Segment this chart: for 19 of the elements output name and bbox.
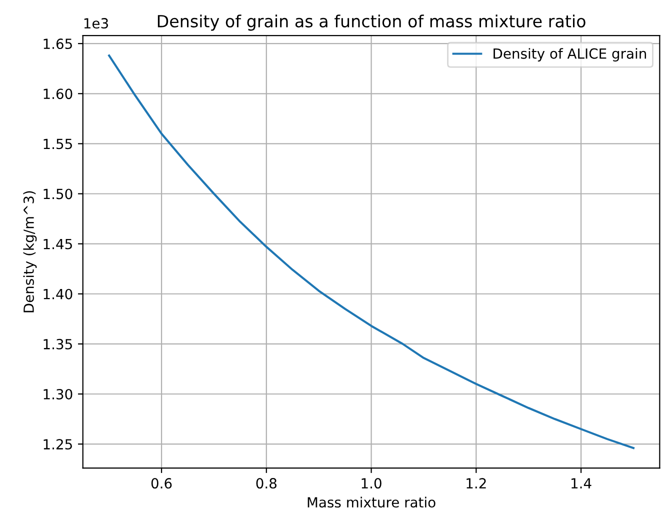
y-tick-label: 1.30 bbox=[44, 388, 72, 400]
y-tick-label: 1.50 bbox=[44, 188, 72, 200]
legend-label: Density of ALICE grain bbox=[494, 48, 646, 62]
chart-title: Density of grain as a function of mass mixture ratio bbox=[158, 14, 586, 31]
y-tick-label: 1.25 bbox=[44, 439, 72, 450]
y-tick-label: 1.40 bbox=[44, 288, 72, 300]
y-tick-label: 1.60 bbox=[44, 88, 72, 100]
y-tick-label: 1.45 bbox=[44, 238, 72, 250]
y-tick-label: 1.35 bbox=[44, 338, 72, 350]
x-tick-label: 1.2 bbox=[466, 478, 486, 488]
y-tick-label: 1.55 bbox=[44, 138, 72, 150]
x-tick-label: 1.0 bbox=[362, 478, 382, 489]
y-axis-title: Density (kg/m^3) bbox=[23, 191, 37, 312]
x-tick-label: 0.6 bbox=[151, 478, 172, 489]
x-tick-label: 0.8 bbox=[256, 478, 276, 489]
y-tick-label: 1.65 bbox=[44, 38, 72, 50]
text: 1e3 bbox=[84, 18, 108, 29]
x-axis-title: Mass mixture ratio bbox=[308, 496, 436, 508]
x-tick-label: 1.4 bbox=[572, 478, 592, 488]
